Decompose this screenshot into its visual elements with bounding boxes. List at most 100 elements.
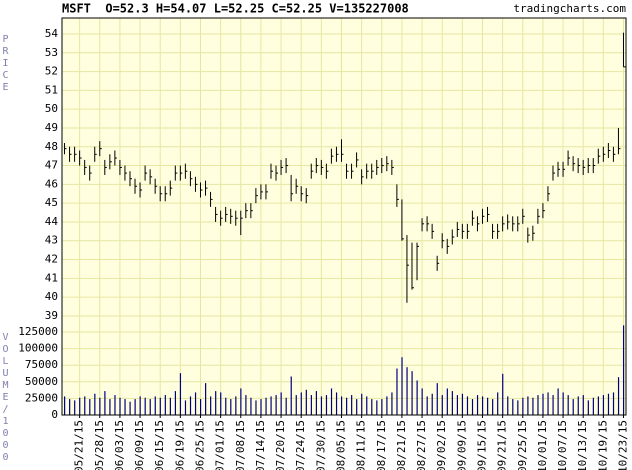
y-tick-label: 50	[45, 102, 58, 115]
volume-bar	[184, 400, 187, 415]
volume-bar	[406, 367, 408, 415]
volume-bar	[280, 392, 282, 415]
volume-bar	[371, 399, 373, 415]
x-tick-label: 07/20/15	[274, 420, 287, 470]
volume-bar	[235, 396, 237, 415]
x-tick-label: 06/19/15	[173, 420, 186, 470]
price-axis-label: PRICE	[0, 34, 11, 94]
x-tick-label: 07/30/15	[314, 420, 327, 470]
volume-bar	[139, 396, 141, 415]
volume-bar	[537, 395, 539, 415]
x-tick-label: 07/08/15	[234, 420, 247, 470]
volume-bar	[154, 396, 156, 415]
volume-bar	[411, 371, 413, 415]
y2-tick-label: 50000	[25, 375, 58, 388]
volume-bar	[325, 395, 328, 415]
volume-bar	[64, 396, 66, 415]
volume-bar	[174, 391, 177, 415]
y-tick-label: 40	[45, 290, 58, 303]
volume-bar	[99, 397, 101, 415]
volume-bar	[89, 399, 91, 415]
volume-bar	[431, 393, 433, 415]
x-tick-label: 06/25/15	[193, 420, 206, 470]
volume-bar	[179, 373, 182, 415]
y2-tick-label: 100000	[18, 342, 58, 355]
x-tick-label: 06/03/15	[113, 420, 126, 470]
volume-bar	[84, 396, 86, 415]
x-tick-label: 05/28/15	[93, 420, 106, 470]
volume-bar	[507, 396, 509, 415]
volume-bar	[456, 395, 459, 415]
volume-bar	[587, 400, 589, 415]
y2-tick-label: 0	[51, 408, 58, 421]
volume-bar	[421, 388, 423, 415]
volume-bar	[376, 400, 378, 415]
x-tick-label: 07/01/15	[214, 420, 227, 470]
volume-bar	[240, 388, 242, 415]
y-tick-label: 42	[45, 253, 58, 266]
volume-bar	[602, 395, 605, 415]
x-tick-label: 06/09/15	[133, 420, 146, 470]
x-tick-label: 10/19/15	[596, 420, 609, 470]
y-tick-label: 47	[45, 159, 58, 172]
volume-bar	[572, 399, 574, 415]
y-tick-label: 45	[45, 196, 58, 209]
volume-bar	[149, 399, 151, 415]
volume-bar	[492, 399, 494, 415]
x-tick-label: 08/27/15	[415, 420, 428, 470]
volume-bar	[300, 392, 302, 415]
volume-bar	[199, 399, 202, 415]
volume-bar	[69, 399, 71, 415]
volume-bar	[124, 399, 126, 415]
x-tick-label: 06/15/15	[153, 420, 166, 470]
x-tick-label: 09/02/15	[435, 420, 448, 470]
volume-bar	[612, 392, 615, 415]
volume-bar	[416, 380, 418, 415]
volume-bar	[346, 397, 348, 415]
volume-bar	[245, 395, 247, 415]
volume-bar	[320, 396, 323, 415]
y-tick-label: 51	[45, 83, 58, 96]
volume-bar	[255, 400, 257, 415]
volume-bar	[547, 392, 549, 415]
volume-bar	[220, 392, 222, 415]
volume-bar	[607, 393, 610, 415]
volume-axis-label: VOLUME/1000	[0, 331, 11, 464]
volume-bar	[290, 376, 292, 415]
x-tick-label: 07/24/15	[294, 420, 307, 470]
y-tick-label: 52	[45, 65, 58, 78]
volume-bar	[351, 395, 353, 415]
volume-bar	[270, 396, 272, 415]
volume-bar	[622, 325, 625, 415]
volume-bar	[532, 397, 534, 415]
volume-bar	[517, 400, 519, 415]
volume-bar	[481, 396, 484, 415]
y-tick-label: 49	[45, 121, 58, 134]
y-tick-label: 41	[45, 271, 58, 284]
volume-bar	[159, 397, 161, 415]
volume-bar	[471, 399, 474, 415]
volume-bar	[114, 395, 116, 415]
volume-bar	[275, 395, 277, 415]
volume-bar	[119, 397, 121, 415]
x-tick-label: 10/07/15	[556, 420, 569, 470]
volume-bar	[577, 396, 579, 415]
volume-bar	[396, 368, 398, 415]
volume-bar	[205, 383, 207, 415]
volume-bar	[582, 395, 584, 415]
volume-bar	[451, 391, 453, 415]
volume-bar	[265, 397, 267, 415]
x-tick-label: 08/21/15	[395, 420, 408, 470]
volume-bar	[310, 395, 312, 415]
volume-bar	[144, 397, 146, 415]
y2-tick-label: 125000	[18, 325, 58, 338]
x-tick-label: 09/09/15	[455, 420, 468, 470]
volume-bar	[315, 391, 318, 415]
source-label: tradingcharts.com	[513, 2, 626, 15]
volume-bar	[164, 395, 166, 415]
x-tick-label: 08/11/15	[355, 420, 368, 470]
volume-bar	[260, 399, 262, 415]
volume-bar	[426, 396, 428, 415]
volume-bar	[487, 397, 489, 415]
volume-bar	[441, 395, 443, 415]
